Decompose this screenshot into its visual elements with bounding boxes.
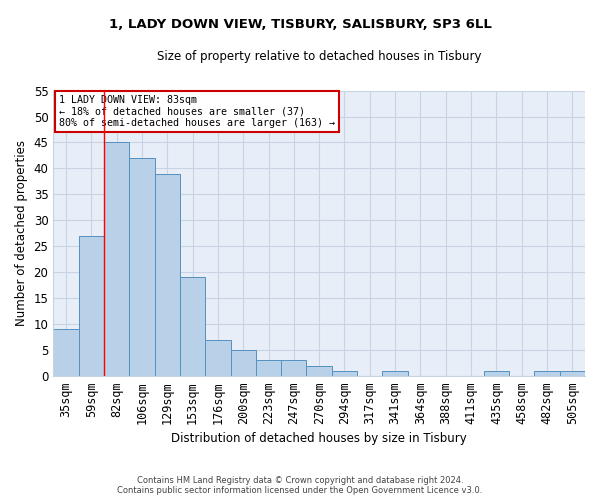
- Bar: [79, 236, 104, 376]
- X-axis label: Distribution of detached houses by size in Tisbury: Distribution of detached houses by size …: [171, 432, 467, 445]
- Text: Contains HM Land Registry data © Crown copyright and database right 2024.
Contai: Contains HM Land Registry data © Crown c…: [118, 476, 482, 495]
- Bar: [281, 360, 307, 376]
- Bar: [535, 371, 560, 376]
- Bar: [332, 371, 357, 376]
- Bar: [560, 371, 585, 376]
- Bar: [307, 366, 332, 376]
- Title: Size of property relative to detached houses in Tisbury: Size of property relative to detached ho…: [157, 50, 481, 63]
- Text: 1 LADY DOWN VIEW: 83sqm
← 18% of detached houses are smaller (37)
80% of semi-de: 1 LADY DOWN VIEW: 83sqm ← 18% of detache…: [59, 95, 335, 128]
- Y-axis label: Number of detached properties: Number of detached properties: [15, 140, 28, 326]
- Bar: [180, 278, 205, 376]
- Bar: [484, 371, 509, 376]
- Bar: [256, 360, 281, 376]
- Bar: [205, 340, 230, 376]
- Bar: [53, 330, 79, 376]
- Bar: [155, 174, 180, 376]
- Bar: [104, 142, 129, 376]
- Bar: [382, 371, 408, 376]
- Bar: [129, 158, 155, 376]
- Bar: [230, 350, 256, 376]
- Text: 1, LADY DOWN VIEW, TISBURY, SALISBURY, SP3 6LL: 1, LADY DOWN VIEW, TISBURY, SALISBURY, S…: [109, 18, 491, 30]
